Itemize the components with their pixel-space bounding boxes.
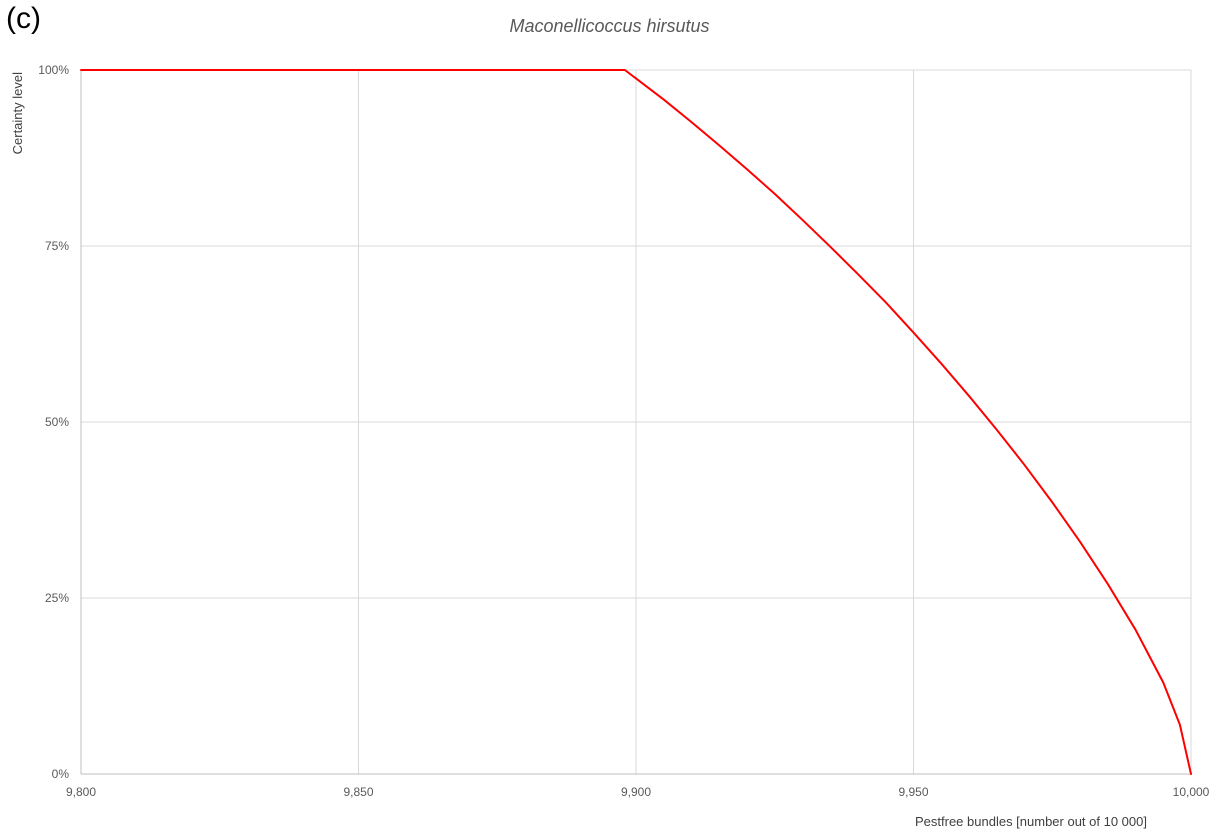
chart-title: Maconellicoccus hirsutus xyxy=(509,16,710,36)
y-tick-label: 0% xyxy=(52,767,70,781)
x-tick-label: 9,950 xyxy=(898,785,928,799)
series-layer xyxy=(80,69,1192,775)
x-tick-label: 9,850 xyxy=(343,785,373,799)
x-tick-label: 9,900 xyxy=(621,785,651,799)
y-tick-label: 25% xyxy=(45,591,69,605)
x-tick-label: 10,000 xyxy=(1173,785,1210,799)
grid xyxy=(81,69,1192,774)
y-tick-label: 50% xyxy=(45,415,69,429)
series-line xyxy=(80,69,1192,775)
y-axis-title: Certainty level xyxy=(10,72,25,154)
y-tick-label: 75% xyxy=(45,239,69,253)
y-tick-label: 100% xyxy=(38,63,69,77)
x-tick-label: 9,800 xyxy=(66,785,96,799)
x-axis-title: Pestfree bundles [number out of 10 000] xyxy=(915,814,1147,829)
panel-label: (c) xyxy=(6,2,41,35)
tick-labels: 9,800 9,850 9,900 9,950 10,000 0% 25% 50% 75% 100… xyxy=(38,63,1209,799)
axes xyxy=(80,70,1191,775)
